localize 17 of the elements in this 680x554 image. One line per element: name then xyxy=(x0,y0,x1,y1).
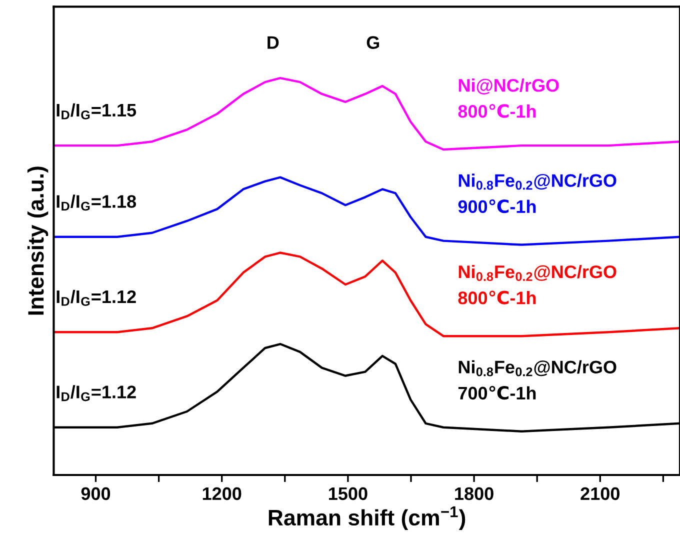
series-label: Ni@NC/rGO 800℃-1h xyxy=(458,78,559,118)
text: D xyxy=(268,36,279,49)
x-tick-label: 1200 xyxy=(202,487,242,500)
text: G xyxy=(366,36,380,49)
x-tick-label: 2100 xyxy=(580,487,620,500)
annotation: I$_{D}$/I$_{G}$=1.15 xyxy=(56,103,136,120)
series-label: Ni$_{0.8}$Fe$_{0.2}$@NC/rGO 700℃-1h xyxy=(458,360,616,400)
x-axis-title: Raman shift (cm$^{−1}$) xyxy=(268,506,466,530)
x-tick-label: 1500 xyxy=(329,487,368,500)
annotation: I$_{D}$/I$_{G}$=1.18 xyxy=(56,194,136,211)
annotation: I$_{D}$/I$_{G}$=1.12 xyxy=(56,385,136,402)
y-axis-title: Intensity (a.u.) xyxy=(27,166,48,315)
x-tick-label: 900 xyxy=(81,487,110,500)
series-label: Ni$_{0.8}$Fe$_{0.2}$@NC/rGO 900℃-1h xyxy=(458,174,616,214)
annotation: I$_{D}$/I$_{G}$=1.12 xyxy=(56,290,136,306)
x-tick-label: 1800 xyxy=(455,487,494,500)
series-label: Ni$_{0.8}$Fe$_{0.2}$@NC/rGO 800℃-1h xyxy=(458,264,616,304)
